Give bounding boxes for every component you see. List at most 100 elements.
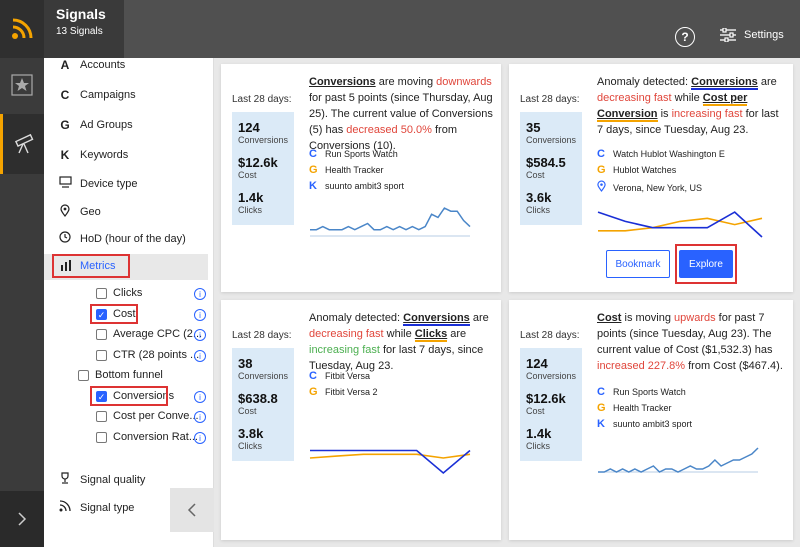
info-icon[interactable]: i: [194, 288, 206, 300]
stat-value: $12.6k: [526, 391, 566, 406]
entity-keyword[interactable]: K suunto ambit3 sport: [597, 418, 692, 430]
metric-link[interactable]: Cost: [597, 312, 622, 324]
icon-rail: [0, 58, 44, 547]
favorites-star-icon[interactable]: [0, 58, 44, 112]
checkbox[interactable]: [96, 287, 107, 299]
checkbox[interactable]: [96, 349, 107, 361]
stats-panel: 124 Conversions $12.6k Cost 1.4k Clicks: [232, 112, 294, 225]
telescope-icon[interactable]: [0, 114, 44, 174]
metric-cost[interactable]: ✓ Cost: [96, 308, 136, 320]
rss-logo-icon[interactable]: [0, 0, 44, 58]
metric-link[interactable]: Conversions: [691, 76, 758, 90]
checkbox-checked[interactable]: ✓: [96, 390, 107, 402]
entity-campaign[interactable]: C Run Sports Watch: [309, 148, 398, 160]
entity-ad-group[interactable]: G Hublot Watches: [597, 164, 676, 176]
signal-card[interactable]: Last 28 days: 124 Conversions $12.6k Cos…: [221, 64, 501, 292]
signal-card[interactable]: Last 28 days: 38 Conversions $638.8 Cost…: [221, 300, 501, 540]
highlight-box: [90, 304, 138, 324]
stat-value: $12.6k: [238, 155, 278, 170]
stat-label: Conversions: [238, 371, 289, 381]
entity-campaign[interactable]: C Fitbit Versa: [309, 370, 370, 382]
sidebar-item-keywords[interactable]: K Keywords: [58, 148, 129, 162]
highlight-box: [52, 254, 130, 278]
entity-keyword[interactable]: K suunto ambit3 sport: [309, 180, 404, 192]
metric-cost-per-conversion[interactable]: Cost per Conve...: [96, 410, 199, 422]
metric-link[interactable]: Conversions: [403, 312, 470, 326]
sidebar-item-signal-type[interactable]: Signal type: [58, 500, 134, 515]
entity-ad-group[interactable]: G Health Tracker: [597, 402, 672, 414]
entity-campaign[interactable]: C Run Sports Watch: [597, 386, 686, 398]
comparison-chart: [309, 449, 471, 475]
campaign-icon: C: [309, 370, 317, 382]
entity-label: Run Sports Watch: [613, 387, 686, 397]
signal-card[interactable]: Last 28 days: 124 Conversions $12.6k Cos…: [509, 300, 793, 540]
checkbox-checked[interactable]: ✓: [96, 308, 107, 320]
desc-text: Anomaly detected:: [597, 76, 692, 88]
device-icon: [58, 176, 72, 191]
checkbox[interactable]: [78, 369, 89, 381]
checkbox[interactable]: [96, 328, 107, 340]
info-icon[interactable]: i: [194, 411, 206, 423]
sidebar-item-hod[interactable]: HoD (hour of the day): [58, 231, 186, 246]
checkbox[interactable]: [96, 410, 107, 422]
metric-clicks[interactable]: Clicks: [96, 287, 142, 299]
metric-label: Clicks: [113, 287, 143, 299]
ad-group-icon: G: [309, 164, 318, 176]
entity-label: Watch Hublot Washington E: [613, 149, 725, 159]
expand-chevron-icon[interactable]: [0, 491, 44, 547]
sidebar-item-signal-quality[interactable]: Signal quality: [58, 472, 145, 487]
metric-label: Cost: [113, 308, 136, 320]
stats-panel: 35 Conversions $584.5 Cost 3.6k Clicks: [520, 112, 582, 225]
info-icon[interactable]: i: [194, 432, 206, 444]
settings-button[interactable]: Settings: [720, 28, 784, 42]
app-title-block: Signals 13 Signals: [44, 0, 124, 58]
sidebar-item-campaigns[interactable]: C Campaigns: [58, 88, 136, 102]
metric-average-cpc[interactable]: Average CPC (2...: [96, 328, 202, 340]
sidebar-item-label: Signal type: [80, 501, 135, 514]
signal-icon: [58, 500, 72, 515]
campaign-icon: C: [597, 386, 605, 398]
sidebar-item-accounts[interactable]: A Accounts: [58, 58, 126, 72]
signal-card[interactable]: Last 28 days: 35 Conversions $584.5 Cost…: [509, 64, 793, 292]
desc-text: is: [657, 108, 672, 120]
metric-group-bottom-funnel[interactable]: Bottom funnel: [78, 369, 163, 381]
sidebar-item-device-type[interactable]: Device type: [58, 176, 137, 191]
signal-description: Anomaly detected: Conversions are decrea…: [597, 74, 787, 138]
entity-ad-group[interactable]: G Health Tracker: [309, 164, 384, 176]
sidebar-item-geo[interactable]: Geo: [58, 204, 101, 220]
keyword-icon: K: [309, 180, 317, 192]
trend-direction: downwards: [436, 76, 492, 88]
change-value: decreased 50.0%: [346, 124, 432, 136]
help-icon[interactable]: ?: [675, 27, 695, 47]
info-icon[interactable]: i: [194, 309, 206, 321]
entity-label: Run Sports Watch: [325, 149, 398, 159]
trend-direction: increasing fast: [671, 108, 743, 120]
stat-value: 3.8k: [238, 426, 264, 441]
stats-panel: 124 Conversions $12.6k Cost 1.4k Clicks: [520, 348, 582, 461]
change-value: increased 227.8%: [597, 360, 686, 372]
sidebar-item-metrics[interactable]: [44, 254, 208, 280]
metric-link[interactable]: Conversions: [309, 76, 376, 88]
metric-link[interactable]: Clicks: [414, 328, 448, 342]
entity-geo[interactable]: Verona, New York, US: [597, 180, 702, 195]
collapse-sidebar-button[interactable]: [170, 488, 214, 532]
entity-campaign[interactable]: C Watch Hublot Washington E: [597, 148, 725, 160]
sidebar-item-ad-groups[interactable]: G Ad Groups: [58, 118, 132, 132]
metric-ctr[interactable]: CTR (28 points ...: [96, 349, 199, 361]
info-icon[interactable]: i: [194, 350, 206, 362]
trend-direction: increasing fast: [309, 344, 380, 356]
info-icon[interactable]: i: [194, 329, 206, 341]
sidebar-item-label: Device type: [80, 177, 138, 190]
checkbox[interactable]: [96, 431, 107, 443]
metric-conversion-rate[interactable]: Conversion Rat...: [96, 431, 198, 443]
metric-conversions[interactable]: ✓ Conversions: [96, 390, 174, 402]
metric-link[interactable]: Cost per Conversion: [597, 92, 748, 122]
comparison-chart: [597, 211, 763, 238]
explore-button[interactable]: Explore: [679, 250, 733, 278]
bookmark-button[interactable]: Bookmark: [606, 250, 670, 278]
info-icon[interactable]: i: [194, 391, 206, 403]
entity-ad-group[interactable]: G Fitbit Versa 2: [309, 386, 378, 398]
desc-text: Anomaly detected:: [309, 312, 404, 324]
settings-label: Settings: [744, 29, 784, 41]
sliders-icon: [720, 28, 736, 42]
